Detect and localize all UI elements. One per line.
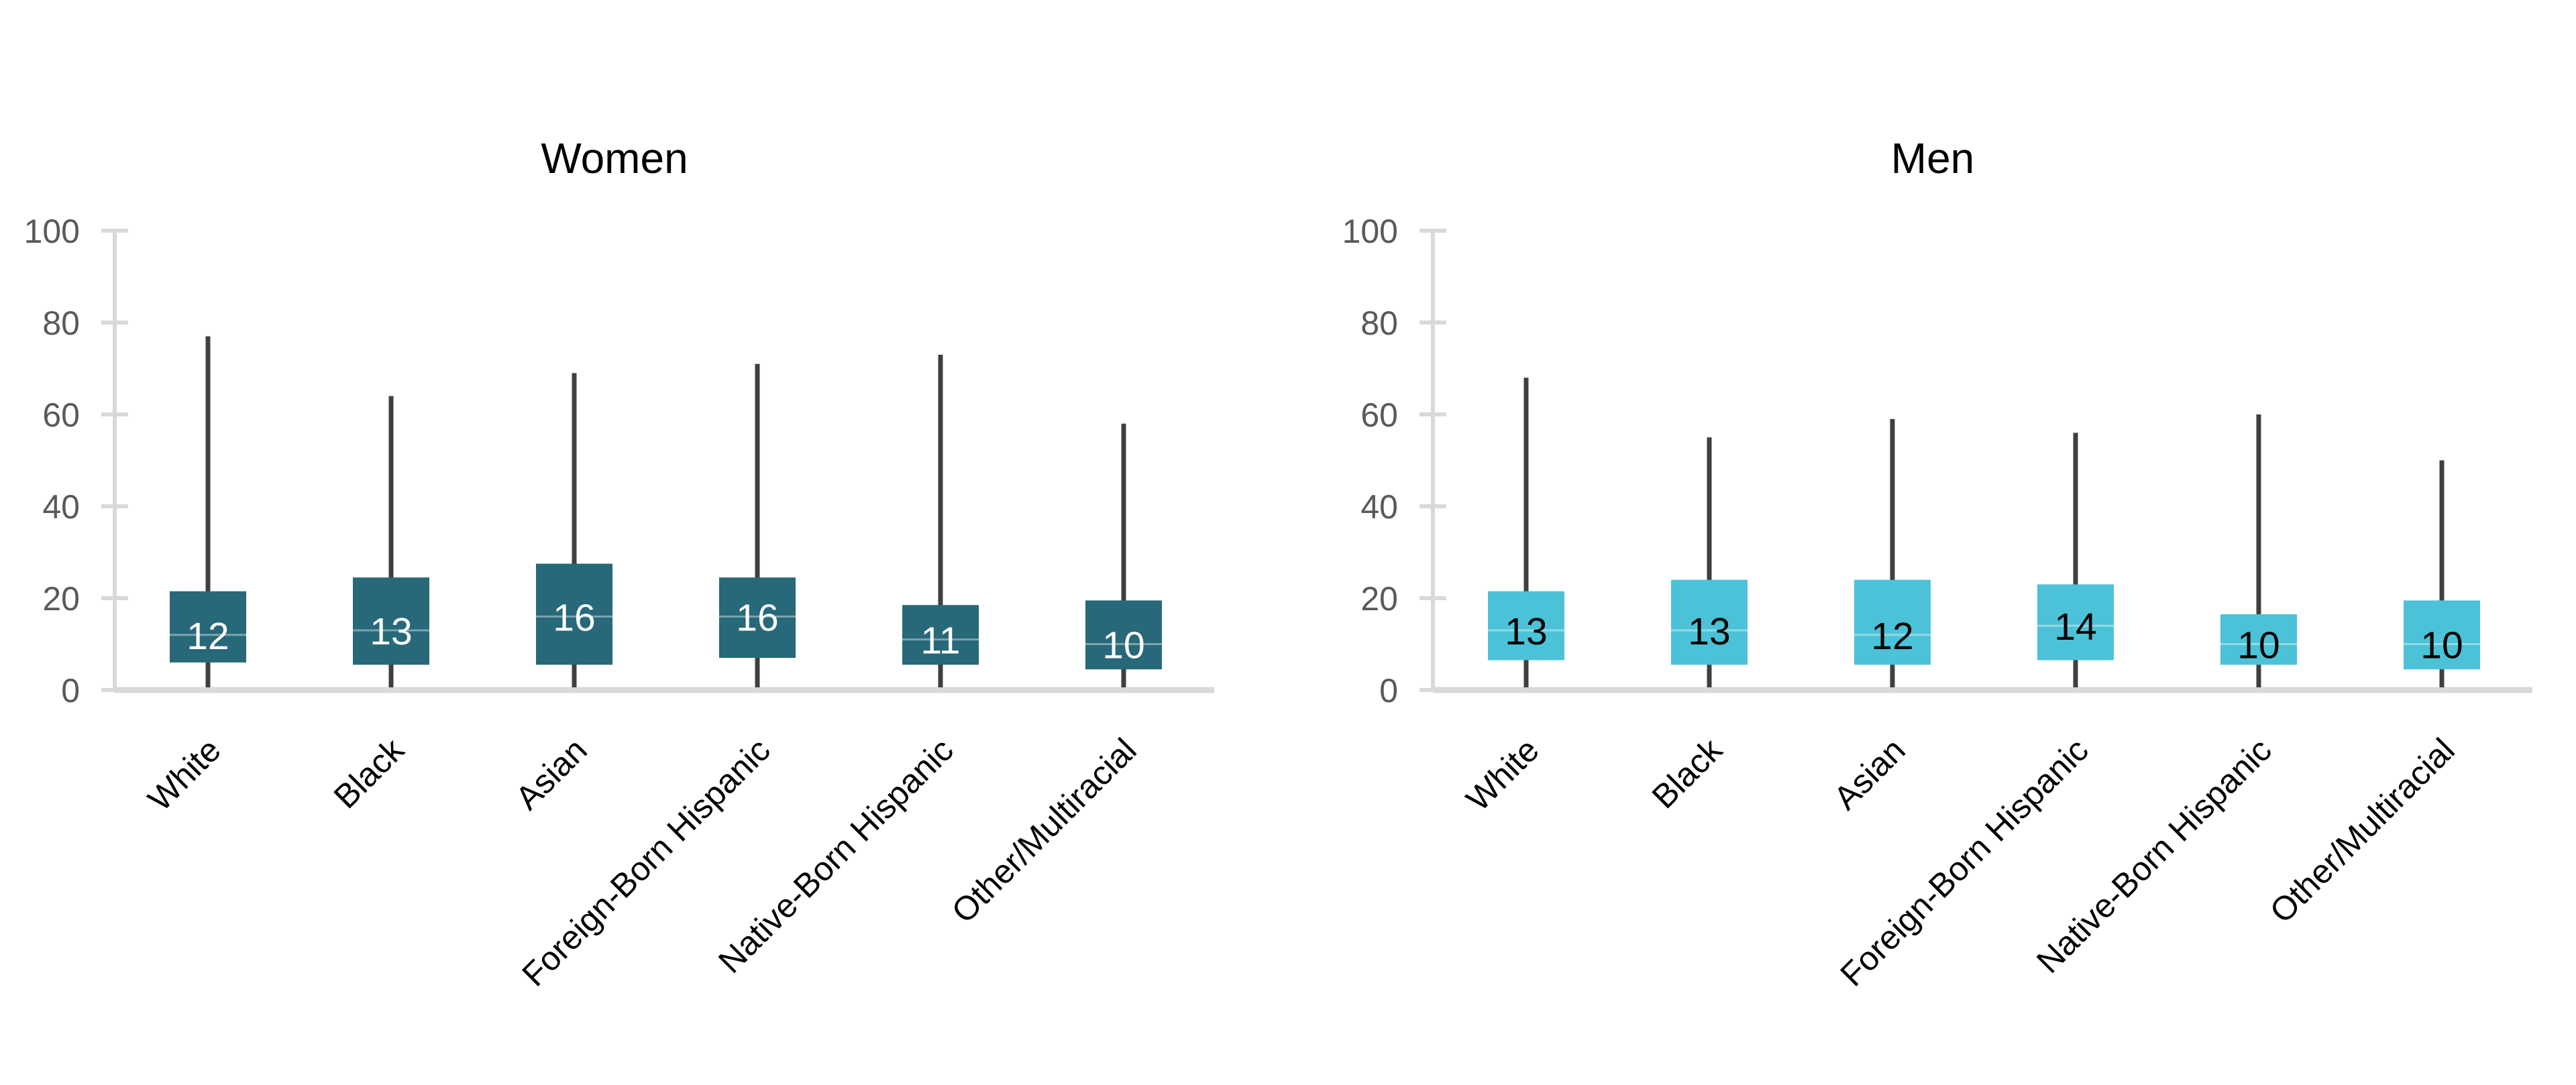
- category-label-men-asian: Asian: [1827, 731, 1913, 817]
- category-label-women-asian: Asian: [508, 731, 594, 817]
- category-label-women-white: White: [141, 731, 228, 818]
- box-women-white: [170, 591, 246, 663]
- box-women-black: [353, 577, 429, 665]
- panel-title-men: Men: [1891, 134, 1975, 182]
- category-label-men-other-multiracial: Other/Multiracial: [2263, 731, 2462, 930]
- y-tick-label-women: 40: [42, 488, 80, 526]
- value-label-women-foreign-born-hispanic: 16: [736, 596, 778, 639]
- y-tick-label-women: 0: [61, 672, 80, 709]
- box-women-foreign-born-hispanic: [719, 577, 796, 659]
- box-women-other-multiracial: [1085, 600, 1162, 670]
- y-tick-label-men: 20: [1360, 580, 1398, 618]
- box-men-asian: [1854, 579, 1931, 665]
- category-label-men-white: White: [1459, 731, 1546, 818]
- y-tick-label-men: 40: [1360, 488, 1398, 526]
- y-tick-label-women: 80: [42, 304, 80, 342]
- y-tick-label-women: 60: [42, 396, 80, 434]
- box-men-white: [1488, 591, 1564, 661]
- value-label-men-native-born-hispanic: 10: [2237, 624, 2279, 667]
- category-label-women-black: Black: [327, 730, 412, 815]
- value-label-women-other-multiracial: 10: [1102, 624, 1144, 667]
- value-label-women-white: 12: [186, 615, 229, 658]
- box-women-native-born-hispanic: [902, 605, 979, 665]
- box-women-asian: [536, 563, 612, 665]
- box-men-foreign-born-hispanic: [2037, 584, 2114, 661]
- y-tick-label-men: 0: [1379, 672, 1398, 709]
- box-men-native-born-hispanic: [2220, 614, 2297, 665]
- value-label-men-white: 13: [1505, 610, 1547, 653]
- value-label-men-asian: 12: [1871, 615, 1913, 658]
- y-tick-label-women: 20: [42, 580, 80, 618]
- value-label-women-black: 13: [370, 610, 412, 653]
- y-tick-label-men: 80: [1360, 304, 1398, 342]
- y-tick-label-women: 100: [24, 213, 80, 250]
- y-tick-label-men: 100: [1342, 213, 1398, 250]
- value-label-men-black: 13: [1688, 610, 1730, 653]
- box-men-other-multiracial: [2404, 600, 2480, 670]
- value-label-men-other-multiracial: 10: [2420, 624, 2463, 667]
- box-men-black: [1671, 579, 1748, 665]
- category-label-men-black: Black: [1645, 730, 1730, 815]
- panel-title-women: Women: [541, 134, 688, 182]
- value-label-women-native-born-hispanic: 11: [920, 620, 960, 663]
- category-label-women-other-multiracial: Other/Multiracial: [945, 731, 1144, 930]
- value-label-men-foreign-born-hispanic: 14: [2054, 606, 2096, 648]
- value-label-women-asian: 16: [553, 596, 595, 639]
- y-tick-label-men: 60: [1360, 396, 1398, 434]
